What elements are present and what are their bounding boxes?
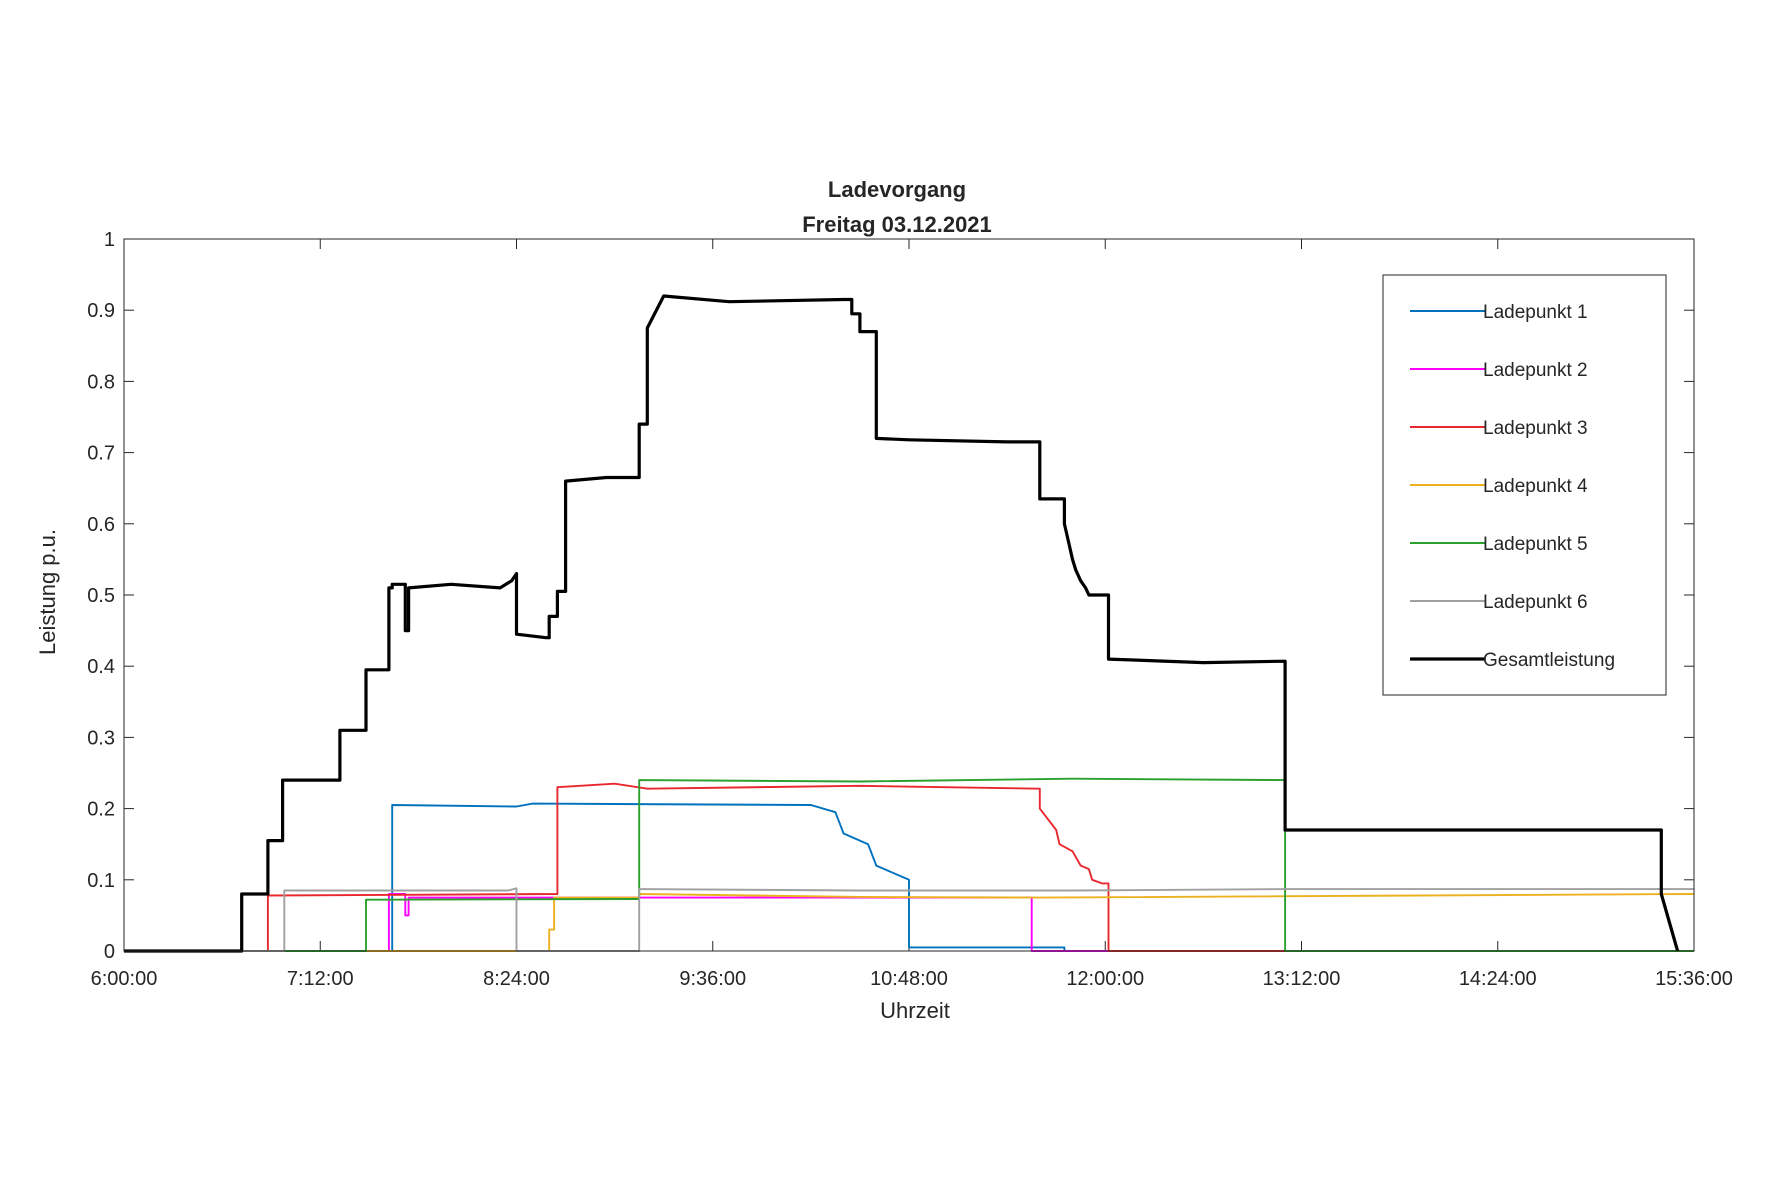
y-tick-label: 0.1 [87, 870, 115, 892]
x-tick-label: 12:00:00 [1066, 968, 1144, 990]
y-tick-label: 0.4 [87, 656, 115, 678]
legend-label: Ladepunkt 1 [1483, 302, 1588, 323]
legend-label: Gesamtleistung [1483, 650, 1615, 671]
x-tick-label: 9:36:00 [679, 968, 746, 990]
y-axis-label: Leistung p.u. [35, 529, 60, 655]
series-line-ladepunkt-1 [124, 802, 1694, 952]
y-tick-label: 0.3 [87, 727, 115, 749]
data-lines [124, 294, 1695, 953]
y-tick-label: 0.6 [87, 514, 115, 536]
x-tick-label: 8:24:00 [483, 968, 550, 990]
series-line-ladepunkt-3 [124, 782, 1694, 952]
y-tick-label: 0.7 [87, 443, 115, 465]
legend: Ladepunkt 1 Ladepunkt 2 Ladepunkt 3 Ladepun… [1382, 274, 1667, 696]
chart-title-line-2: Freitag 03.12.2021 [802, 212, 992, 237]
legend-label: Ladepunkt 2 [1483, 360, 1588, 381]
y-tick-label: 0.9 [87, 300, 115, 322]
y-tick-label: 0 [104, 941, 115, 963]
x-tick-label: 15:36:00 [1655, 968, 1733, 990]
axis-ticks: 6:00:00 7:12:00 8:24:00 9:36:00 10:48:00 12:0… [87, 229, 1733, 990]
y-tick-label: 1 [104, 229, 115, 251]
legend-label: Ladepunkt 3 [1483, 418, 1588, 439]
series-line-gesamtleistung [124, 294, 1680, 953]
x-tick-label: 14:24:00 [1459, 968, 1537, 990]
series-line-ladepunkt-5 [124, 777, 1694, 952]
y-tick-label: 0.5 [87, 585, 115, 607]
legend-label: Ladepunkt 6 [1483, 592, 1588, 613]
x-tick-label: 10:48:00 [870, 968, 948, 990]
legend-label: Ladepunkt 4 [1483, 476, 1588, 497]
chart-title-line-1: Ladevorgang [828, 177, 966, 202]
x-axis-label: Uhrzeit [880, 998, 950, 1023]
y-tick-label: 0.2 [87, 799, 115, 821]
y-tick-label: 0.8 [87, 371, 115, 393]
series-line-ladepunkt-4 [124, 893, 1695, 952]
legend-label: Ladepunkt 5 [1483, 534, 1588, 555]
x-tick-label: 13:12:00 [1263, 968, 1341, 990]
x-tick-label: 6:00:00 [91, 968, 158, 990]
x-tick-label: 7:12:00 [287, 968, 354, 990]
plot-area-frame [123, 238, 1695, 952]
series-line-ladepunkt-2 [124, 893, 1694, 952]
